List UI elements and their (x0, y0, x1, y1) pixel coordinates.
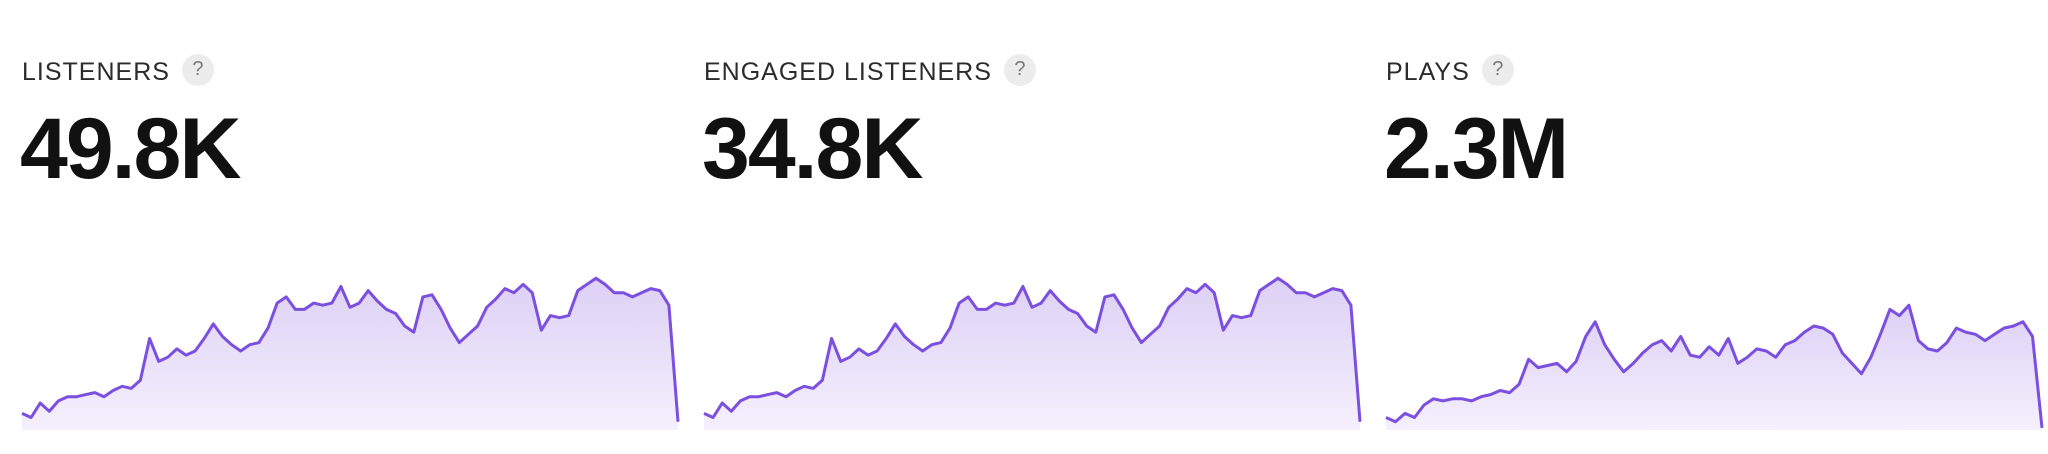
sparkline-line (703, 276, 1362, 422)
stat-header: PLAYS ? (1386, 53, 1514, 87)
sparkline-line (1385, 303, 2044, 429)
sparkline-line (21, 276, 680, 422)
metric-label: PLAYS (1386, 58, 1470, 86)
sparkline-chart (1385, 303, 2044, 430)
sparkline-area (1386, 305, 2042, 430)
sparkline-chart (21, 276, 680, 430)
metric-label: ENGAGED LISTENERS (704, 58, 992, 86)
stat-card-plays: PLAYS ? 2.3M (1384, 0, 2046, 454)
stat-card-engaged-listeners: ENGAGED LISTENERS ? 34.8K (702, 0, 1364, 454)
metric-label: LISTENERS (22, 58, 170, 86)
sparkline-area (704, 278, 1360, 430)
metric-value: 49.8K (20, 101, 241, 197)
sparkline-chart (703, 276, 1362, 430)
metric-value: 2.3M (1384, 101, 1569, 197)
stat-header: LISTENERS ? (22, 53, 214, 87)
sparkline-area (22, 278, 678, 430)
stat-header: ENGAGED LISTENERS ? (704, 53, 1036, 87)
question-mark-icon[interactable]: ? (1481, 53, 1514, 86)
question-mark-icon[interactable]: ? (181, 53, 214, 86)
metric-value: 34.8K (702, 101, 923, 197)
question-mark-icon[interactable]: ? (1003, 53, 1036, 86)
stat-card-listeners: LISTENERS ? 49.8K (20, 0, 682, 454)
